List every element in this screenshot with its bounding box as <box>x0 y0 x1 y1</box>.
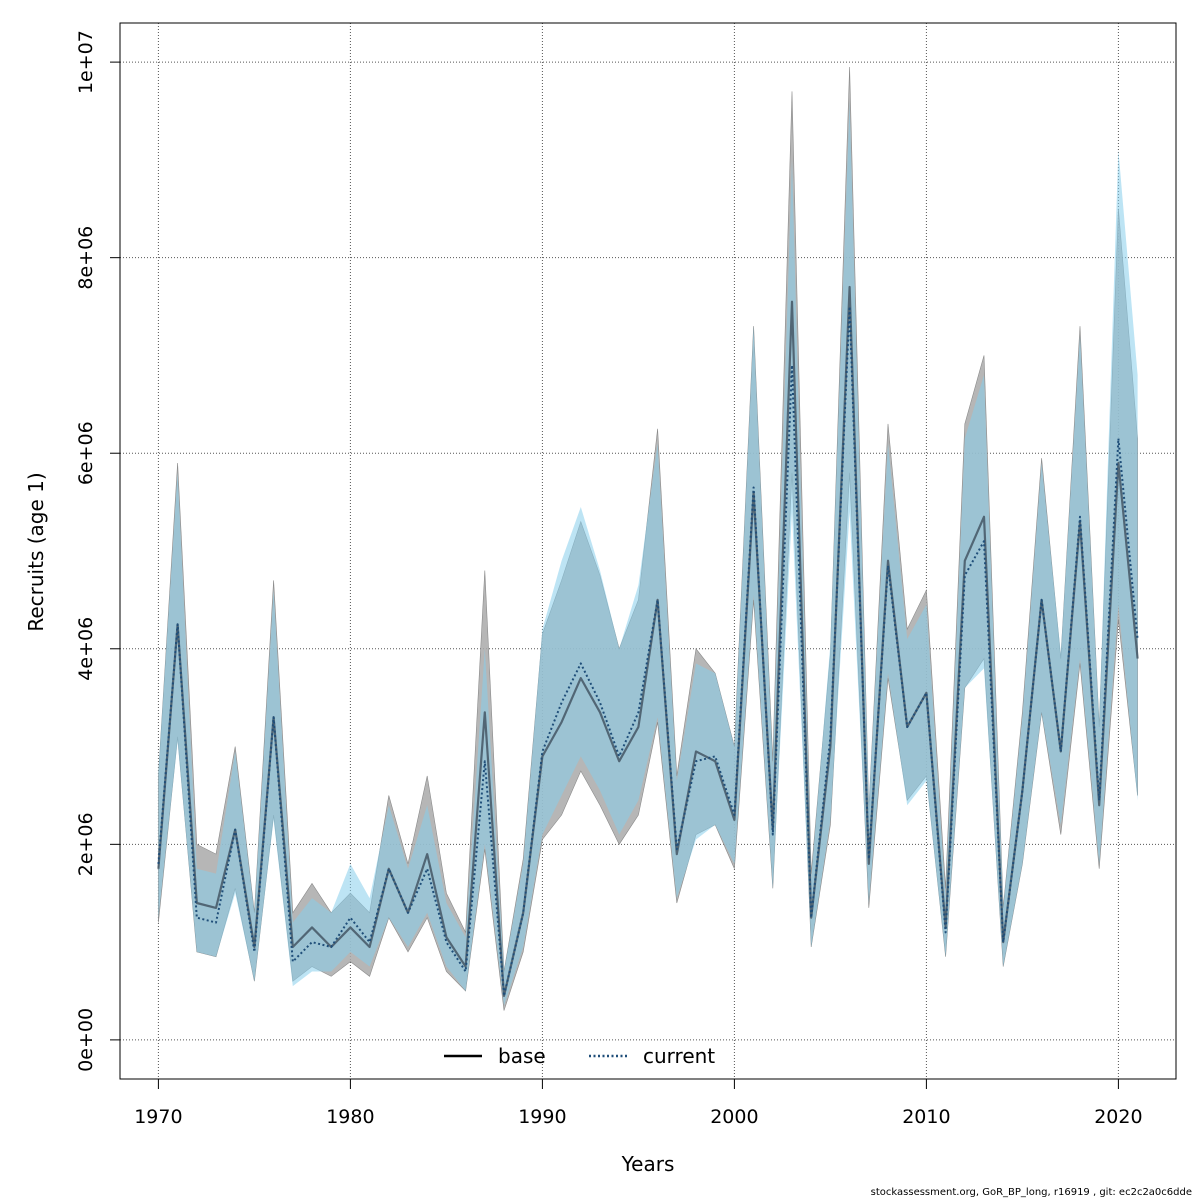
x-tick-label: 1980 <box>326 1106 374 1128</box>
x-tick-label: 2000 <box>710 1106 758 1128</box>
y-axis: 0e+00 2e+06 4e+06 6e+06 8e+06 1e+07 <box>75 30 121 1072</box>
y-tick-label: 6e+06 <box>75 421 97 485</box>
y-tick-label: 0e+00 <box>75 1008 97 1072</box>
x-tick-label: 2020 <box>1094 1106 1142 1128</box>
x-tick-label: 1970 <box>134 1106 182 1128</box>
y-tick-label: 1e+07 <box>75 30 97 94</box>
legend-label-current: current <box>643 1044 715 1068</box>
y-tick-label: 2e+06 <box>75 812 97 876</box>
x-axis-title: Years <box>621 1152 675 1176</box>
x-tick-label: 1990 <box>518 1106 566 1128</box>
legend-label-base: base <box>498 1044 546 1068</box>
x-axis: 1970 1980 1990 2000 2010 2020 <box>134 1078 1143 1128</box>
series-lines <box>157 285 1139 997</box>
confidence-bands <box>158 66 1138 1011</box>
legend: base current <box>444 1044 715 1068</box>
x-tick-label: 2010 <box>902 1106 950 1128</box>
y-tick-label: 4e+06 <box>75 617 97 681</box>
ci-band-current <box>158 101 1138 1006</box>
footer-credit: stockassessment.org, GoR_BP_long, r16919… <box>870 1187 1192 1198</box>
series-line-base <box>157 285 1139 997</box>
y-axis-title: Recruits (age 1) <box>24 472 48 631</box>
y-tick-label: 8e+06 <box>75 226 97 290</box>
